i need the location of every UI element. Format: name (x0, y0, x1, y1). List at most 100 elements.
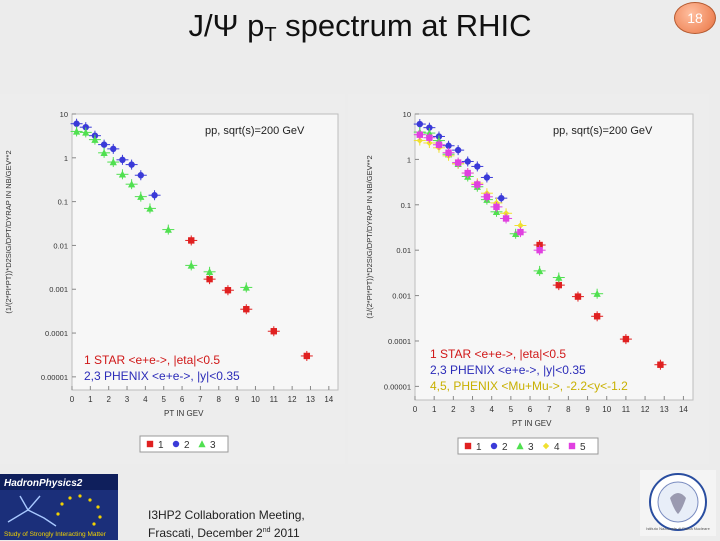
x-tick-label: 12 (641, 405, 650, 414)
x-tick-label: 8 (566, 405, 571, 414)
data-point (536, 246, 543, 254)
legend-label: 5 (580, 442, 586, 453)
data-point (622, 335, 630, 343)
data-point (498, 194, 505, 202)
x-tick-label: 11 (270, 395, 279, 404)
data-point (109, 158, 117, 166)
legend-label: 3 (210, 440, 216, 451)
legend-marker (516, 442, 524, 450)
legend-marker (464, 442, 472, 450)
data-point (483, 174, 491, 181)
x-axis-label: PT IN GEV (512, 419, 552, 428)
data-point (82, 128, 90, 136)
data-point (119, 156, 126, 164)
x-tick-label: 8 (217, 395, 222, 404)
y-axis-label: (1/(2*PI*PT))*D2SIG/DPT/DYRAP IN NB/GEV*… (4, 150, 13, 313)
x-tick-label: 9 (235, 395, 240, 404)
data-point (137, 172, 144, 179)
legend-marker (172, 440, 180, 448)
chart-title: pp, sqrt(s)=200 GeV (553, 125, 653, 137)
data-point (474, 181, 481, 188)
y-tick-label: 0.001 (392, 292, 411, 301)
data-point (91, 135, 99, 143)
plot-area (71, 113, 339, 391)
chart-panel-left: 10 1 0.1 0.01 0.001 0.0001 0.00001 0 1 2 3 4 5 6 7 8 9 10… (0, 94, 345, 464)
data-point (657, 361, 664, 368)
data-point (100, 149, 108, 157)
y-tick-label: 0.01 (396, 246, 411, 255)
data-point (593, 313, 601, 320)
legend-label: 1 (476, 442, 482, 453)
data-point (464, 158, 471, 165)
y-tick-label: 0.00001 (384, 382, 411, 391)
data-point (206, 275, 213, 283)
logo-subtitle: Study of Strongly Interacting Matter (4, 531, 107, 538)
y-tick-label: 0.001 (49, 285, 68, 294)
series-5 (413, 129, 546, 256)
x-tick-label: 0 (70, 395, 75, 404)
data-point (454, 146, 462, 154)
data-point (416, 120, 423, 128)
legend-box (457, 437, 599, 455)
data-point (137, 192, 145, 200)
data-point (574, 293, 582, 300)
data-point (164, 225, 172, 233)
legend-label: 1 (158, 440, 164, 451)
data-point (517, 228, 524, 236)
infn-seal-logo: Istituto Nazionale di Fisica Nucleare (640, 470, 716, 536)
series-3 (70, 126, 253, 293)
title-subscript: T (264, 24, 277, 46)
data-point (493, 203, 500, 211)
data-point (483, 193, 491, 200)
data-point (205, 268, 214, 276)
data-point (118, 170, 127, 178)
data-point (73, 120, 80, 127)
slide-title: J/Ψ pT spectrum at RHIC (0, 8, 720, 47)
series-1 (185, 235, 313, 361)
y-tick-label: 1 (407, 155, 411, 164)
data-point (502, 210, 510, 217)
seal-caption: Istituto Nazionale di Fisica Nucleare (646, 526, 710, 531)
x-tick-label: 10 (251, 395, 260, 404)
chart-annotation: 2,3 PHENIX <e+e->, |y|<0.35 (84, 369, 240, 383)
data-point (555, 281, 562, 289)
x-tick-label: 5 (509, 405, 514, 414)
y-tick-label: 0.1 (401, 201, 411, 210)
y-tick-label: 0.1 (58, 198, 68, 207)
data-point (555, 273, 563, 281)
legend-marker (198, 440, 206, 448)
legend-marker (490, 442, 498, 450)
y-tick-label: 1 (64, 154, 68, 163)
footer-line-2b: 2011 (270, 526, 300, 540)
x-tick-label: 14 (679, 405, 688, 414)
page-number-badge: 18 (674, 2, 716, 34)
x-axis-label: PT IN GEV (164, 409, 204, 418)
logo-title: HadronPhysics2 (4, 478, 83, 489)
data-point (416, 137, 423, 144)
x-tick-label: 4 (489, 405, 494, 414)
data-point (464, 169, 471, 177)
x-tick-label: 14 (324, 395, 333, 404)
x-tick-label: 5 (161, 395, 166, 404)
data-point (426, 134, 433, 141)
data-point (82, 123, 89, 131)
x-tick-label: 6 (180, 395, 185, 404)
x-tick-label: 7 (198, 395, 203, 404)
x-tick-label: 2 (106, 395, 111, 404)
x-tick-label: 11 (622, 405, 631, 414)
data-point (593, 289, 601, 297)
chart-title: pp, sqrt(s)=200 GeV (205, 125, 305, 137)
data-point (224, 287, 232, 294)
data-point (100, 141, 108, 148)
x-tick-label: 1 (432, 405, 437, 414)
x-tick-label: 13 (306, 395, 315, 404)
x-tick-label: 4 (143, 395, 148, 404)
data-point (72, 127, 81, 135)
footer-line-2a: Frascati, December 2 (148, 526, 263, 540)
x-tick-label: 12 (288, 395, 297, 404)
data-point (128, 180, 136, 188)
data-point (474, 163, 481, 170)
series-2 (413, 119, 508, 204)
